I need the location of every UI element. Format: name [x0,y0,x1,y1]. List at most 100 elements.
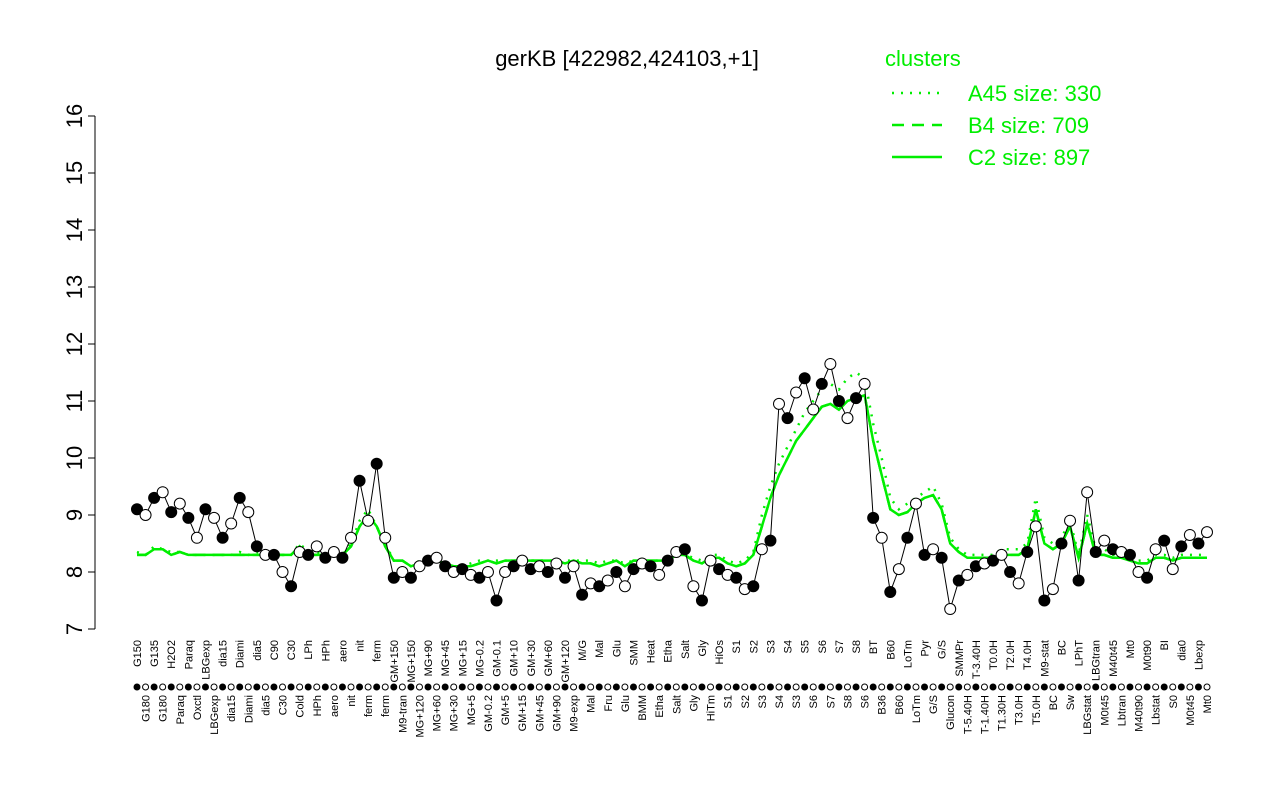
x-tick-label: MG+60 [432,695,444,731]
x-tick-label: Heat [646,640,658,663]
rug [364,683,372,691]
rug [518,683,526,691]
point [507,560,520,573]
point [233,491,246,504]
point [182,511,195,524]
rug [1040,683,1048,691]
rug [133,683,141,691]
rug [595,683,603,691]
point [327,546,340,559]
point [199,503,212,516]
x-tick-label: GM+10 [509,640,521,676]
rug [1100,683,1108,691]
rug [1109,683,1117,691]
point [952,574,965,587]
point [601,574,614,587]
point [1098,534,1111,547]
y-tick-label: 9 [62,509,87,521]
point [858,377,871,390]
x-tick-label: HiOs [714,640,726,665]
point [362,514,375,527]
y-tick-label: 15 [62,161,87,185]
point [1123,548,1136,561]
rug [184,683,192,691]
point [850,392,863,405]
point [824,357,837,370]
rug [381,683,389,691]
y-tick-label: 11 [62,390,87,413]
point [773,397,785,410]
x-tick-label: GM-0.2 [483,695,495,732]
chart-title: gerKB [422982,424103,+1] [495,46,759,71]
x-tick-label: T-1.40H [979,695,991,734]
point [379,531,392,544]
x-tick-label: S7 [825,695,837,708]
rug [1083,683,1091,691]
rug [921,683,929,691]
rug [279,683,287,691]
x-tick-label: Salt [671,695,683,714]
x-tick-label: G/S [937,640,949,659]
x-tick-label: S4 [783,640,795,653]
rug [741,683,749,691]
point [345,531,357,544]
point [875,531,888,544]
legend-label: A45 size: 330 [968,81,1101,106]
rug [373,683,381,691]
rug [655,683,663,691]
x-tick-label: S7 [834,640,846,653]
point [653,568,666,581]
rug [869,683,877,691]
rug [1032,683,1040,691]
x-tick-label: HiTm [706,695,718,721]
x-tick-label: S2 [748,640,760,653]
rug [689,683,697,691]
rug [356,683,364,691]
point [961,568,974,581]
x-tick-label: M9-exp [569,695,581,732]
point [1158,534,1171,547]
point [755,543,768,556]
point [909,497,922,510]
cluster-line [137,393,1207,568]
x-tick-label: aero [329,695,341,717]
x-tick-label: Gly [688,695,700,712]
rug [253,683,261,691]
point [1021,546,1034,559]
x-tick-label: G150 [132,640,144,667]
point [618,580,631,593]
x-tick-label: LBGexp [209,695,221,735]
rug [535,683,543,691]
rug [347,683,355,691]
x-tick-label: G135 [149,640,161,667]
rug [398,683,406,691]
rug [1160,683,1168,691]
point [285,580,298,593]
rug [1203,683,1211,691]
legend-label: C2 size: 897 [968,145,1090,170]
point [867,511,880,524]
rug [1117,683,1125,691]
x-tick-label: MG+15 [457,640,469,676]
rug [938,683,946,691]
x-tick-label: dia15 [226,695,238,722]
x-tick-label: ferm [363,695,375,717]
point [456,563,469,576]
rug [604,683,612,691]
rug [792,683,800,691]
x-tick-label: BMM [637,695,649,721]
x-tick-label: G180 [141,695,153,722]
point [533,560,546,573]
x-tick-label: Etha [663,639,675,663]
x-tick-label: HPh [320,640,332,661]
point [1201,526,1213,539]
rug [424,683,432,691]
point [396,566,409,578]
rug [1177,683,1185,691]
x-tick-label: Mal [594,640,606,658]
rug [647,683,655,691]
point [661,554,674,567]
x-tick-label: S1 [731,640,743,653]
point [1046,583,1059,596]
point [790,386,803,399]
